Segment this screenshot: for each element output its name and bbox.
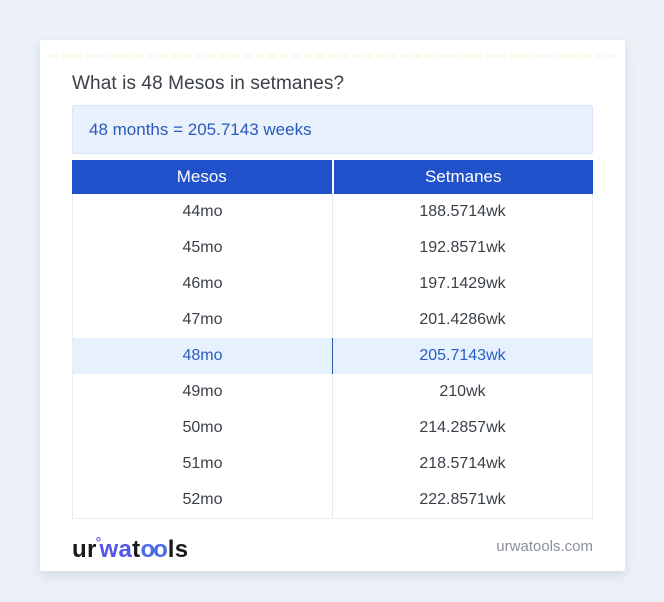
mesos-cell: 49mo xyxy=(73,374,333,410)
setmanes-cell: 222.8571wk xyxy=(419,491,506,508)
table-header-mesos: Mesos xyxy=(72,160,334,194)
setmanes-cell: 192.8571wk xyxy=(419,239,506,256)
setmanes-cell: 188.5714wk xyxy=(419,203,506,220)
card-footer: ur°watools urwatools.com xyxy=(72,527,593,565)
setmanes-cell: 201.4286wk xyxy=(419,311,506,328)
table-row: 44mo 188.5714wk xyxy=(73,194,592,230)
website-url: urwatools.com xyxy=(496,537,593,555)
setmanes-cell: 214.2857wk xyxy=(419,419,506,436)
card-top-texture xyxy=(50,54,615,62)
setmanes-cell: 218.5714wk xyxy=(419,455,506,472)
logo-segment-dark: t xyxy=(132,536,141,563)
conversion-table: Mesos Setmanes 44mo 188.5714wk 45mo 192.857… xyxy=(72,160,593,519)
logo-ring-icon: ° xyxy=(95,534,102,550)
logo-glasses-icon: oo xyxy=(140,536,167,563)
logo-segment-dark: ur xyxy=(72,536,97,563)
table-row: 51mo 218.5714wk xyxy=(73,446,592,482)
table-header-row: Mesos Setmanes xyxy=(72,160,593,194)
conversion-result-box: 48 months = 205.7143 weeks xyxy=(72,105,593,154)
mesos-cell: 44mo xyxy=(73,194,333,230)
mesos-cell: 50mo xyxy=(73,410,333,446)
table-row: 50mo 214.2857wk xyxy=(73,410,592,446)
setmanes-cell: 210wk xyxy=(439,383,486,400)
table-header-setmanes: Setmanes xyxy=(424,167,502,186)
mesos-cell: 52mo xyxy=(73,482,333,518)
urwatools-logo: ur°watools xyxy=(72,527,188,565)
converter-card: What is 48 Mesos in setmanes? 48 months … xyxy=(40,40,625,571)
mesos-cell: 51mo xyxy=(73,446,333,482)
table-row: 46mo 197.1429wk xyxy=(73,266,592,302)
conversion-result-text: 48 months = 205.7143 weeks xyxy=(89,119,312,139)
setmanes-cell: 197.1429wk xyxy=(419,275,506,292)
table-row-highlighted: 48mo 205.7143wk xyxy=(73,338,592,374)
table-row: 52mo 222.8571wk xyxy=(73,482,592,518)
page-title: What is 48 Mesos in setmanes? xyxy=(72,73,345,94)
logo-segment-dark: ls xyxy=(167,536,189,563)
setmanes-cell: 205.7143wk xyxy=(419,347,506,364)
logo-segment-indigo: wa xyxy=(99,536,133,563)
mesos-cell: 47mo xyxy=(73,302,333,338)
mesos-cell: 46mo xyxy=(73,266,333,302)
table-row: 45mo 192.8571wk xyxy=(73,230,592,266)
table-row: 49mo 210wk xyxy=(73,374,592,410)
table-row: 47mo 201.4286wk xyxy=(73,302,592,338)
mesos-cell: 45mo xyxy=(73,230,333,266)
table-body: 44mo 188.5714wk 45mo 192.8571wk 46mo 197.1429… xyxy=(72,194,593,519)
mesos-cell: 48mo xyxy=(73,338,333,374)
